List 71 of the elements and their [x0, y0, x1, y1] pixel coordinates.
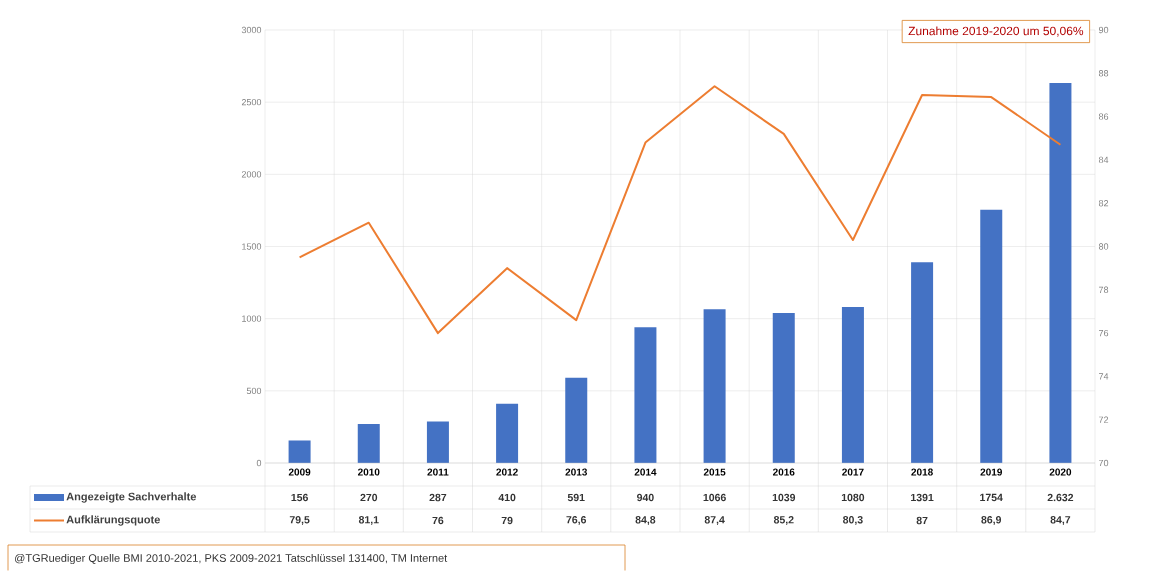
y-tick-label: 2000 [241, 171, 262, 178]
y2-tick-label: 84 [1098, 156, 1109, 164]
legend-label: Angezeigte Sachverhalte [66, 492, 197, 503]
bar [841, 307, 864, 463]
bar [634, 327, 657, 463]
bar [980, 209, 1003, 463]
data-label: 87,4 [704, 516, 725, 525]
data-label: 85,2 [773, 516, 794, 525]
data-label: 84,8 [635, 516, 656, 525]
data-label: 1066 [703, 493, 726, 502]
bar [772, 313, 795, 463]
line-series [298, 85, 1062, 335]
bar [1049, 83, 1072, 463]
x-tick-label: 2011 [427, 468, 449, 476]
data-label: 76 [432, 516, 444, 525]
x-tick-label: 2015 [703, 468, 726, 476]
text: @TGRuediger Quelle BMI 2010-2021, PKS 2009-2021 Tatschlüssel 131400, TM Internet [15, 553, 448, 565]
data-label: 79 [501, 516, 513, 525]
data-label: 76,6 [566, 516, 587, 525]
bar [703, 309, 726, 463]
data-label: 940 [637, 493, 654, 502]
y2-tick-label: 90 [1098, 26, 1109, 34]
y2-tick-label: 76 [1099, 329, 1109, 337]
y-tick-label: 1500 [242, 243, 262, 250]
x-tick-label: 2018 [911, 468, 933, 476]
y2-tick-label: 82 [1098, 200, 1109, 207]
bar [496, 403, 519, 463]
bar [288, 440, 311, 463]
legend-label: Aufklärungsquote [66, 515, 160, 526]
data-label: 80,3 [843, 516, 863, 525]
data-label: 84,7 [1050, 516, 1071, 525]
annotation: Zunahme 2019-2020 um 50,06% [908, 26, 1084, 37]
data-label: 1754 [980, 493, 1003, 502]
data-label: 1391 [911, 493, 934, 502]
data-label: 79,5 [289, 516, 310, 525]
data-label: 410 [498, 493, 516, 502]
x-tick-label: 2009 [288, 468, 311, 476]
x-tick-label: 2010 [357, 468, 380, 476]
data-label: 87 [916, 516, 928, 525]
bar [426, 421, 449, 463]
x-tick-label: 2013 [565, 468, 588, 476]
data-label: 86,9 [981, 516, 1002, 525]
bar [565, 377, 588, 463]
data-label: 591 [567, 493, 585, 502]
data-label: 270 [360, 493, 378, 502]
x-tick-label: 2012 [496, 468, 518, 476]
y2-tick-label: 80 [1098, 243, 1109, 250]
y2-tick-label: 88 [1098, 70, 1109, 77]
y-tick-label: 1000 [242, 315, 262, 322]
y2-tick-label: 78 [1099, 286, 1109, 293]
data-label: 1080 [841, 493, 865, 502]
y2-tick-label: 70 [1099, 459, 1109, 467]
bar [911, 262, 934, 463]
y-tick-label: 2500 [241, 98, 262, 106]
x-tick-label: 2014 [634, 468, 657, 476]
y-tick-label: 0 [256, 459, 262, 467]
bar [357, 424, 380, 463]
x-tick-label: 2016 [772, 468, 795, 476]
y-tick-label: 500 [246, 387, 262, 395]
x-tick-label: 2017 [842, 468, 864, 476]
y2-tick-label: 86 [1098, 113, 1109, 120]
data-label: 2.632 [1047, 493, 1074, 502]
y-tick-label: 3000 [241, 26, 262, 34]
y2-tick-label: 74 [1099, 373, 1109, 380]
data-label: 81,1 [358, 516, 379, 525]
y2-tick-label: 72 [1099, 416, 1109, 423]
x-tick-label: 2020 [1049, 468, 1072, 476]
x-tick-label: 2019 [980, 468, 1003, 476]
data-label: 1039 [772, 493, 796, 502]
data-label: 156 [291, 493, 308, 502]
data-label: 287 [429, 493, 447, 502]
